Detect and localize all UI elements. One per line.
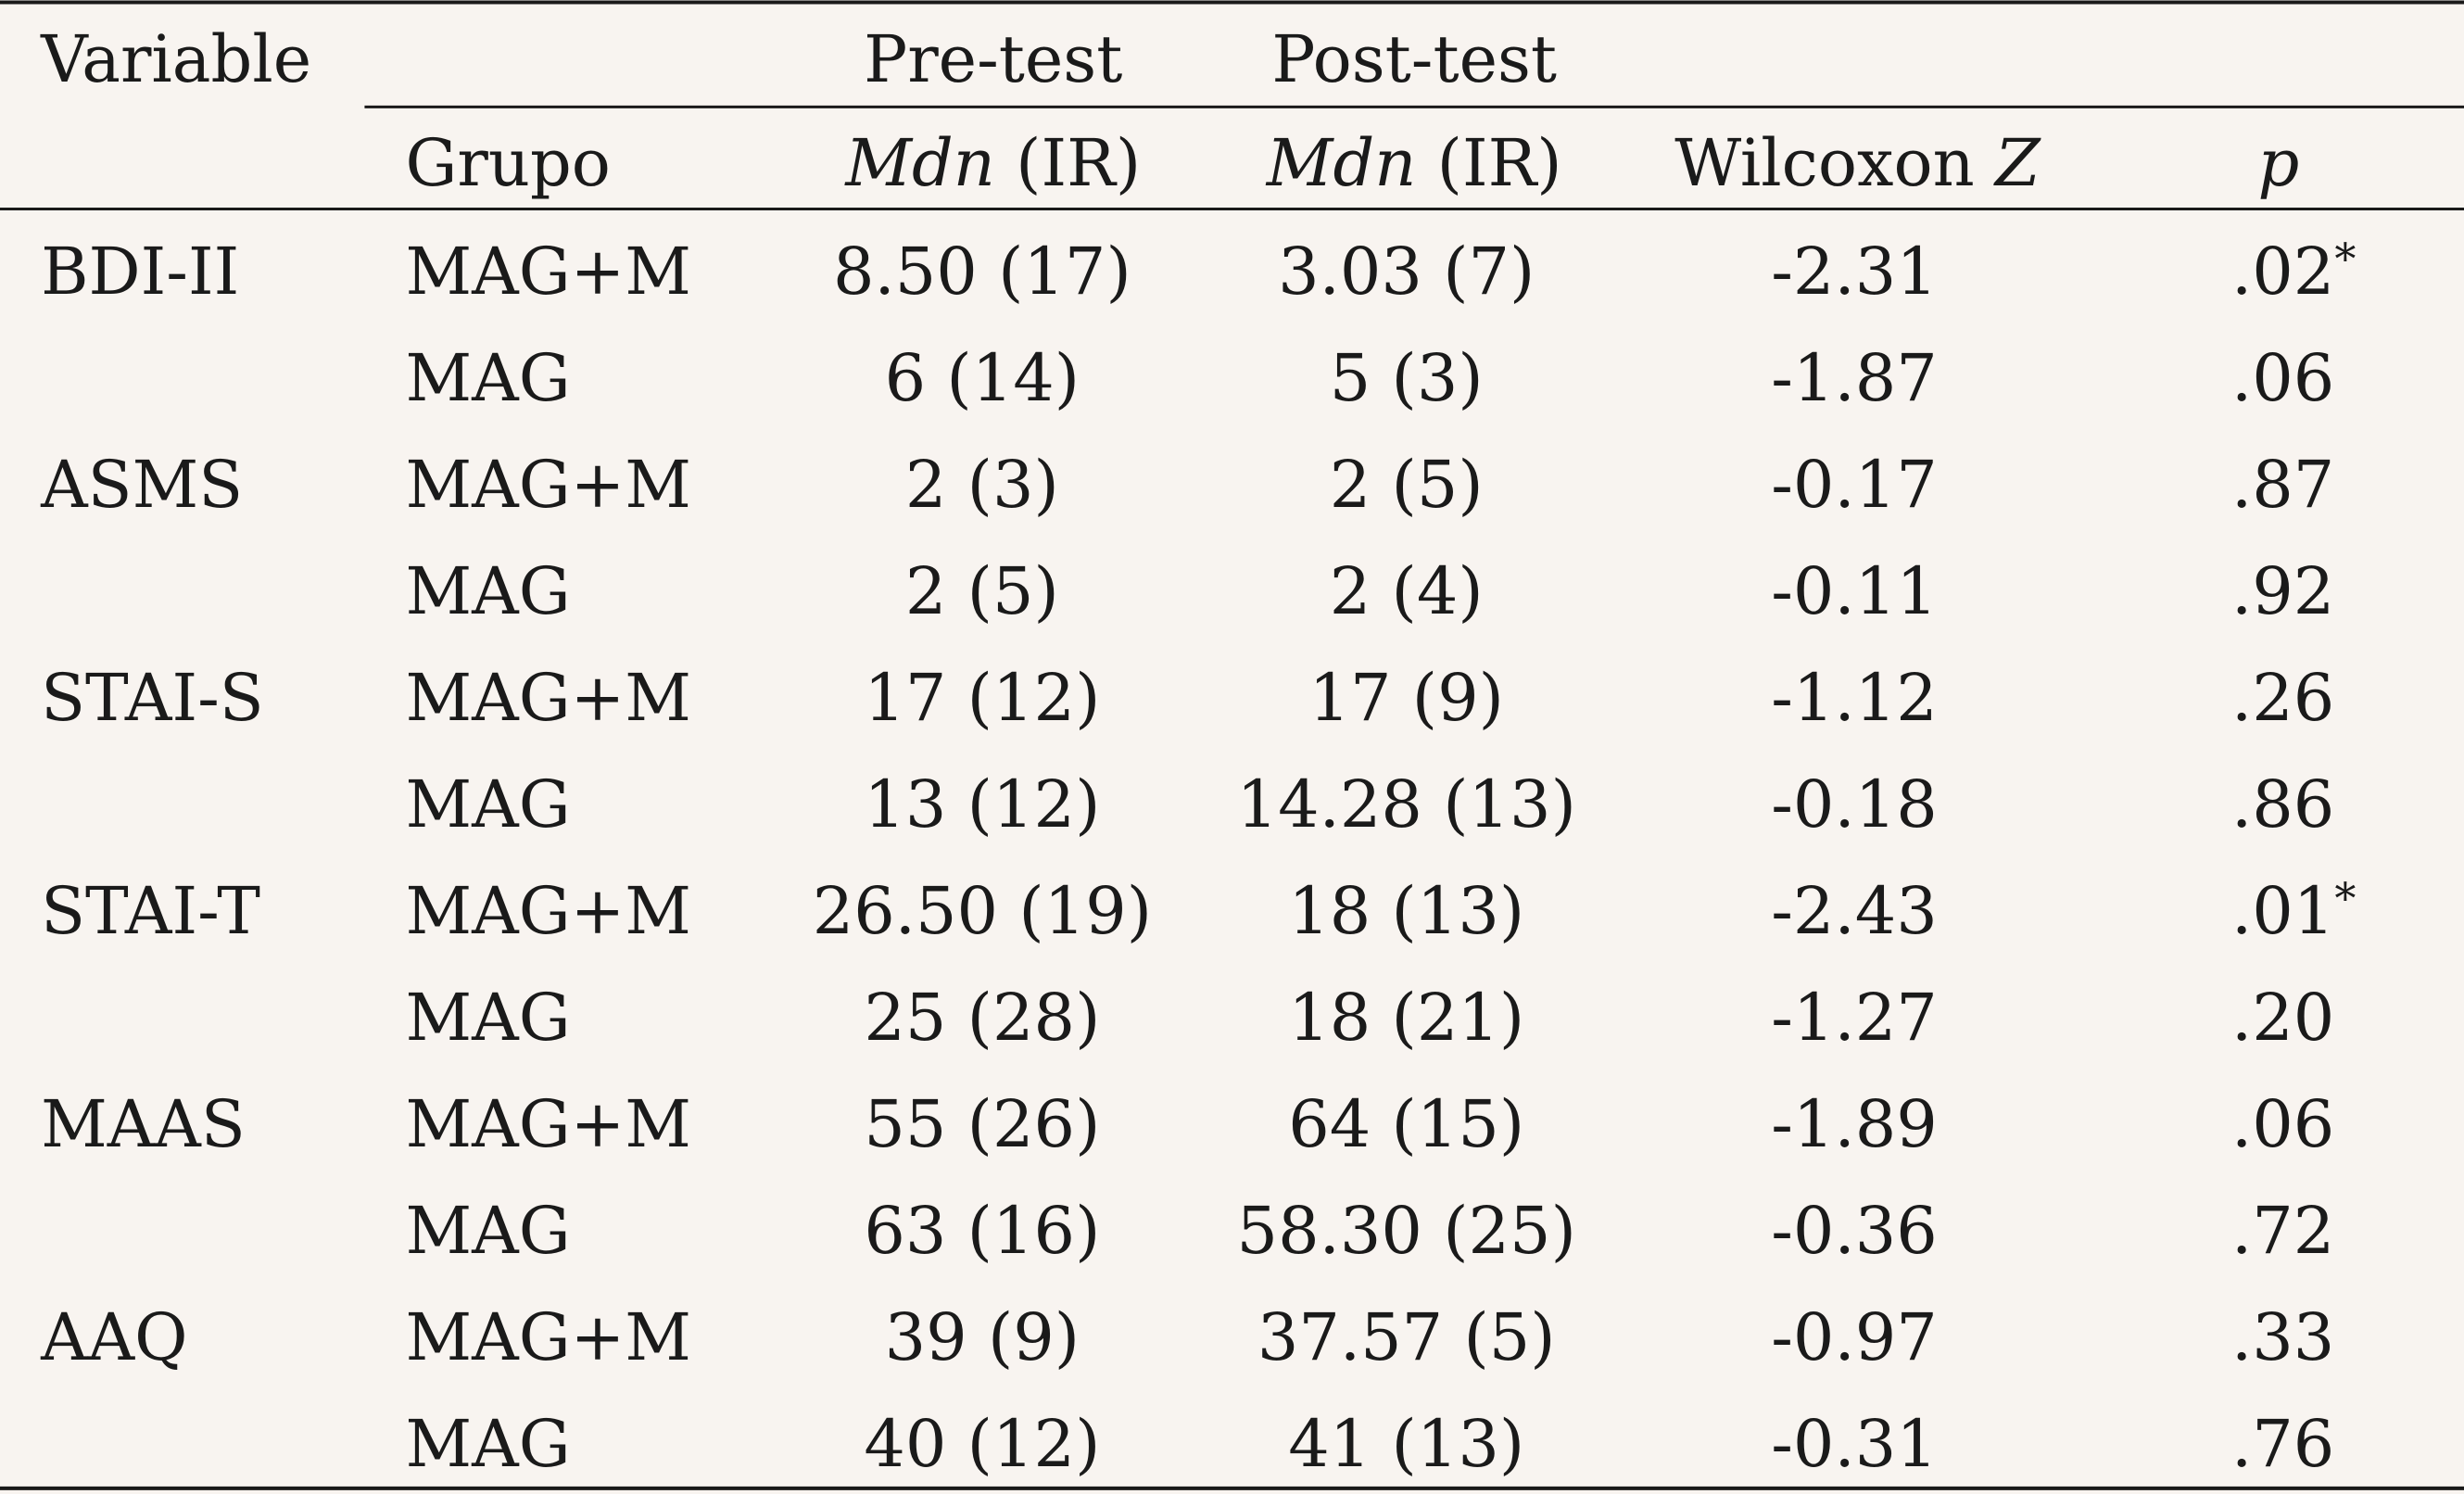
variable: MAAS [41, 1086, 246, 1162]
pre-test: 17 (12) [864, 660, 1100, 736]
wilcoxon-z: -0.17 [1771, 447, 1938, 523]
grupo: MAG [406, 553, 571, 629]
post-test: 14.28 (13) [1237, 766, 1576, 842]
wilcoxon-symbol: Z [1993, 125, 2041, 201]
post-test: 17 (9) [1308, 660, 1503, 736]
p-value: .92 [2231, 553, 2334, 629]
pre-test: 55 (26) [864, 1086, 1100, 1162]
p-number: .02 [2231, 234, 2334, 310]
post-test: 5 (3) [1330, 340, 1484, 416]
post-test: 2 (5) [1330, 447, 1484, 523]
p-number: .72 [2231, 1193, 2334, 1269]
pre-test: 6 (14) [885, 340, 1080, 416]
p-number: .01 [2231, 873, 2334, 949]
p-value: .26 [2231, 660, 2334, 736]
pre-test: 39 (9) [885, 1299, 1080, 1375]
grupo: MAG+M [406, 1299, 691, 1375]
p-number: .20 [2231, 980, 2334, 1056]
grupo: MAG+M [406, 234, 691, 310]
p-value: .01* [2231, 873, 2356, 949]
wilcoxon-z: -2.31 [1771, 234, 1938, 310]
p-number: .33 [2231, 1299, 2334, 1375]
post-test: 37.57 (5) [1257, 1299, 1556, 1375]
wilcoxon-z: -0.97 [1771, 1299, 1938, 1375]
variable: ASMS [40, 447, 243, 523]
p-value: .06 [2231, 340, 2334, 416]
header-wilcoxon: Wilcoxon Z [1674, 125, 2041, 201]
p-number: .06 [2231, 1086, 2334, 1162]
p-number: .26 [2231, 660, 2334, 736]
header-post-test: Post-test [1271, 21, 1557, 97]
pre-test: 40 (12) [864, 1406, 1100, 1482]
grupo: MAG+M [406, 660, 691, 736]
grupo: MAG [406, 980, 571, 1056]
wilcoxon-z: -0.31 [1771, 1406, 1938, 1482]
pre-test: 8.50 (17) [833, 234, 1131, 310]
pre-test: 26.50 (19) [813, 873, 1152, 949]
grupo: MAG+M [406, 873, 691, 949]
wilcoxon-z: -1.12 [1771, 660, 1938, 736]
variable: STAI-T [41, 873, 260, 949]
p-number: .87 [2231, 447, 2334, 523]
p-number: .06 [2231, 340, 2334, 416]
p-number: .76 [2231, 1406, 2334, 1482]
header-stat-post: Mdn (IR) [1265, 125, 1562, 201]
p-value: .76 [2231, 1406, 2334, 1482]
p-value: .06 [2231, 1086, 2334, 1162]
p-value: .87 [2231, 447, 2334, 523]
post-test: 58.30 (25) [1237, 1193, 1576, 1269]
significance-mark: * [2334, 873, 2356, 923]
stat-rest: (IR) [1016, 125, 1141, 201]
significance-mark: * [2334, 234, 2356, 284]
post-test: 64 (15) [1288, 1086, 1524, 1162]
pre-test: 25 (28) [864, 980, 1100, 1056]
p-value: .20 [2231, 980, 2334, 1056]
wilcoxon-z: -2.43 [1771, 873, 1938, 949]
wilcoxon-z: -0.11 [1771, 553, 1938, 629]
wilcoxon-z: -0.18 [1771, 766, 1938, 842]
grupo: MAG+M [406, 447, 691, 523]
p-value: .86 [2231, 766, 2334, 842]
wilcoxon-z: -1.87 [1771, 340, 1938, 416]
variable: AAQ [40, 1299, 188, 1375]
grupo: MAG+M [406, 1086, 691, 1162]
header-grupo: Grupo [406, 125, 611, 201]
grupo: MAG [406, 1406, 571, 1482]
stat-symbol: Mdn [843, 125, 995, 201]
pre-test: 13 (12) [864, 766, 1100, 842]
wilcoxon-z: -1.27 [1771, 980, 1938, 1056]
grupo: MAG [406, 340, 571, 416]
wilcoxon-z: -0.36 [1771, 1193, 1938, 1269]
header-stat-pre: Mdn (IR) [843, 125, 1141, 201]
post-test: 41 (13) [1288, 1406, 1524, 1482]
grupo: MAG [406, 1193, 571, 1269]
wilcoxon-z: -1.89 [1771, 1086, 1938, 1162]
pre-test: 2 (5) [905, 553, 1059, 629]
pre-test: 2 (3) [905, 447, 1059, 523]
post-test: 3.03 (7) [1278, 234, 1535, 310]
variable: STAI-S [41, 660, 264, 736]
header-variable: Variable [40, 21, 311, 97]
p-number: .92 [2231, 553, 2334, 629]
grupo: MAG [406, 766, 571, 842]
header-pre-test: Pre-test [864, 21, 1122, 97]
post-test: 18 (13) [1288, 873, 1524, 949]
variable: BDI-II [41, 234, 239, 310]
wilcoxon-label: Wilcoxon [1674, 125, 1975, 201]
pre-test: 63 (16) [864, 1193, 1100, 1269]
stat-symbol: Mdn [1265, 125, 1417, 201]
p-value: .72 [2231, 1193, 2334, 1269]
p-value: .02* [2231, 234, 2356, 310]
header-p: p [2257, 125, 2299, 201]
post-test: 18 (21) [1288, 980, 1524, 1056]
stat-rest: (IR) [1437, 125, 1562, 201]
p-number: .86 [2231, 766, 2334, 842]
p-value: .33 [2231, 1299, 2334, 1375]
post-test: 2 (4) [1330, 553, 1484, 629]
